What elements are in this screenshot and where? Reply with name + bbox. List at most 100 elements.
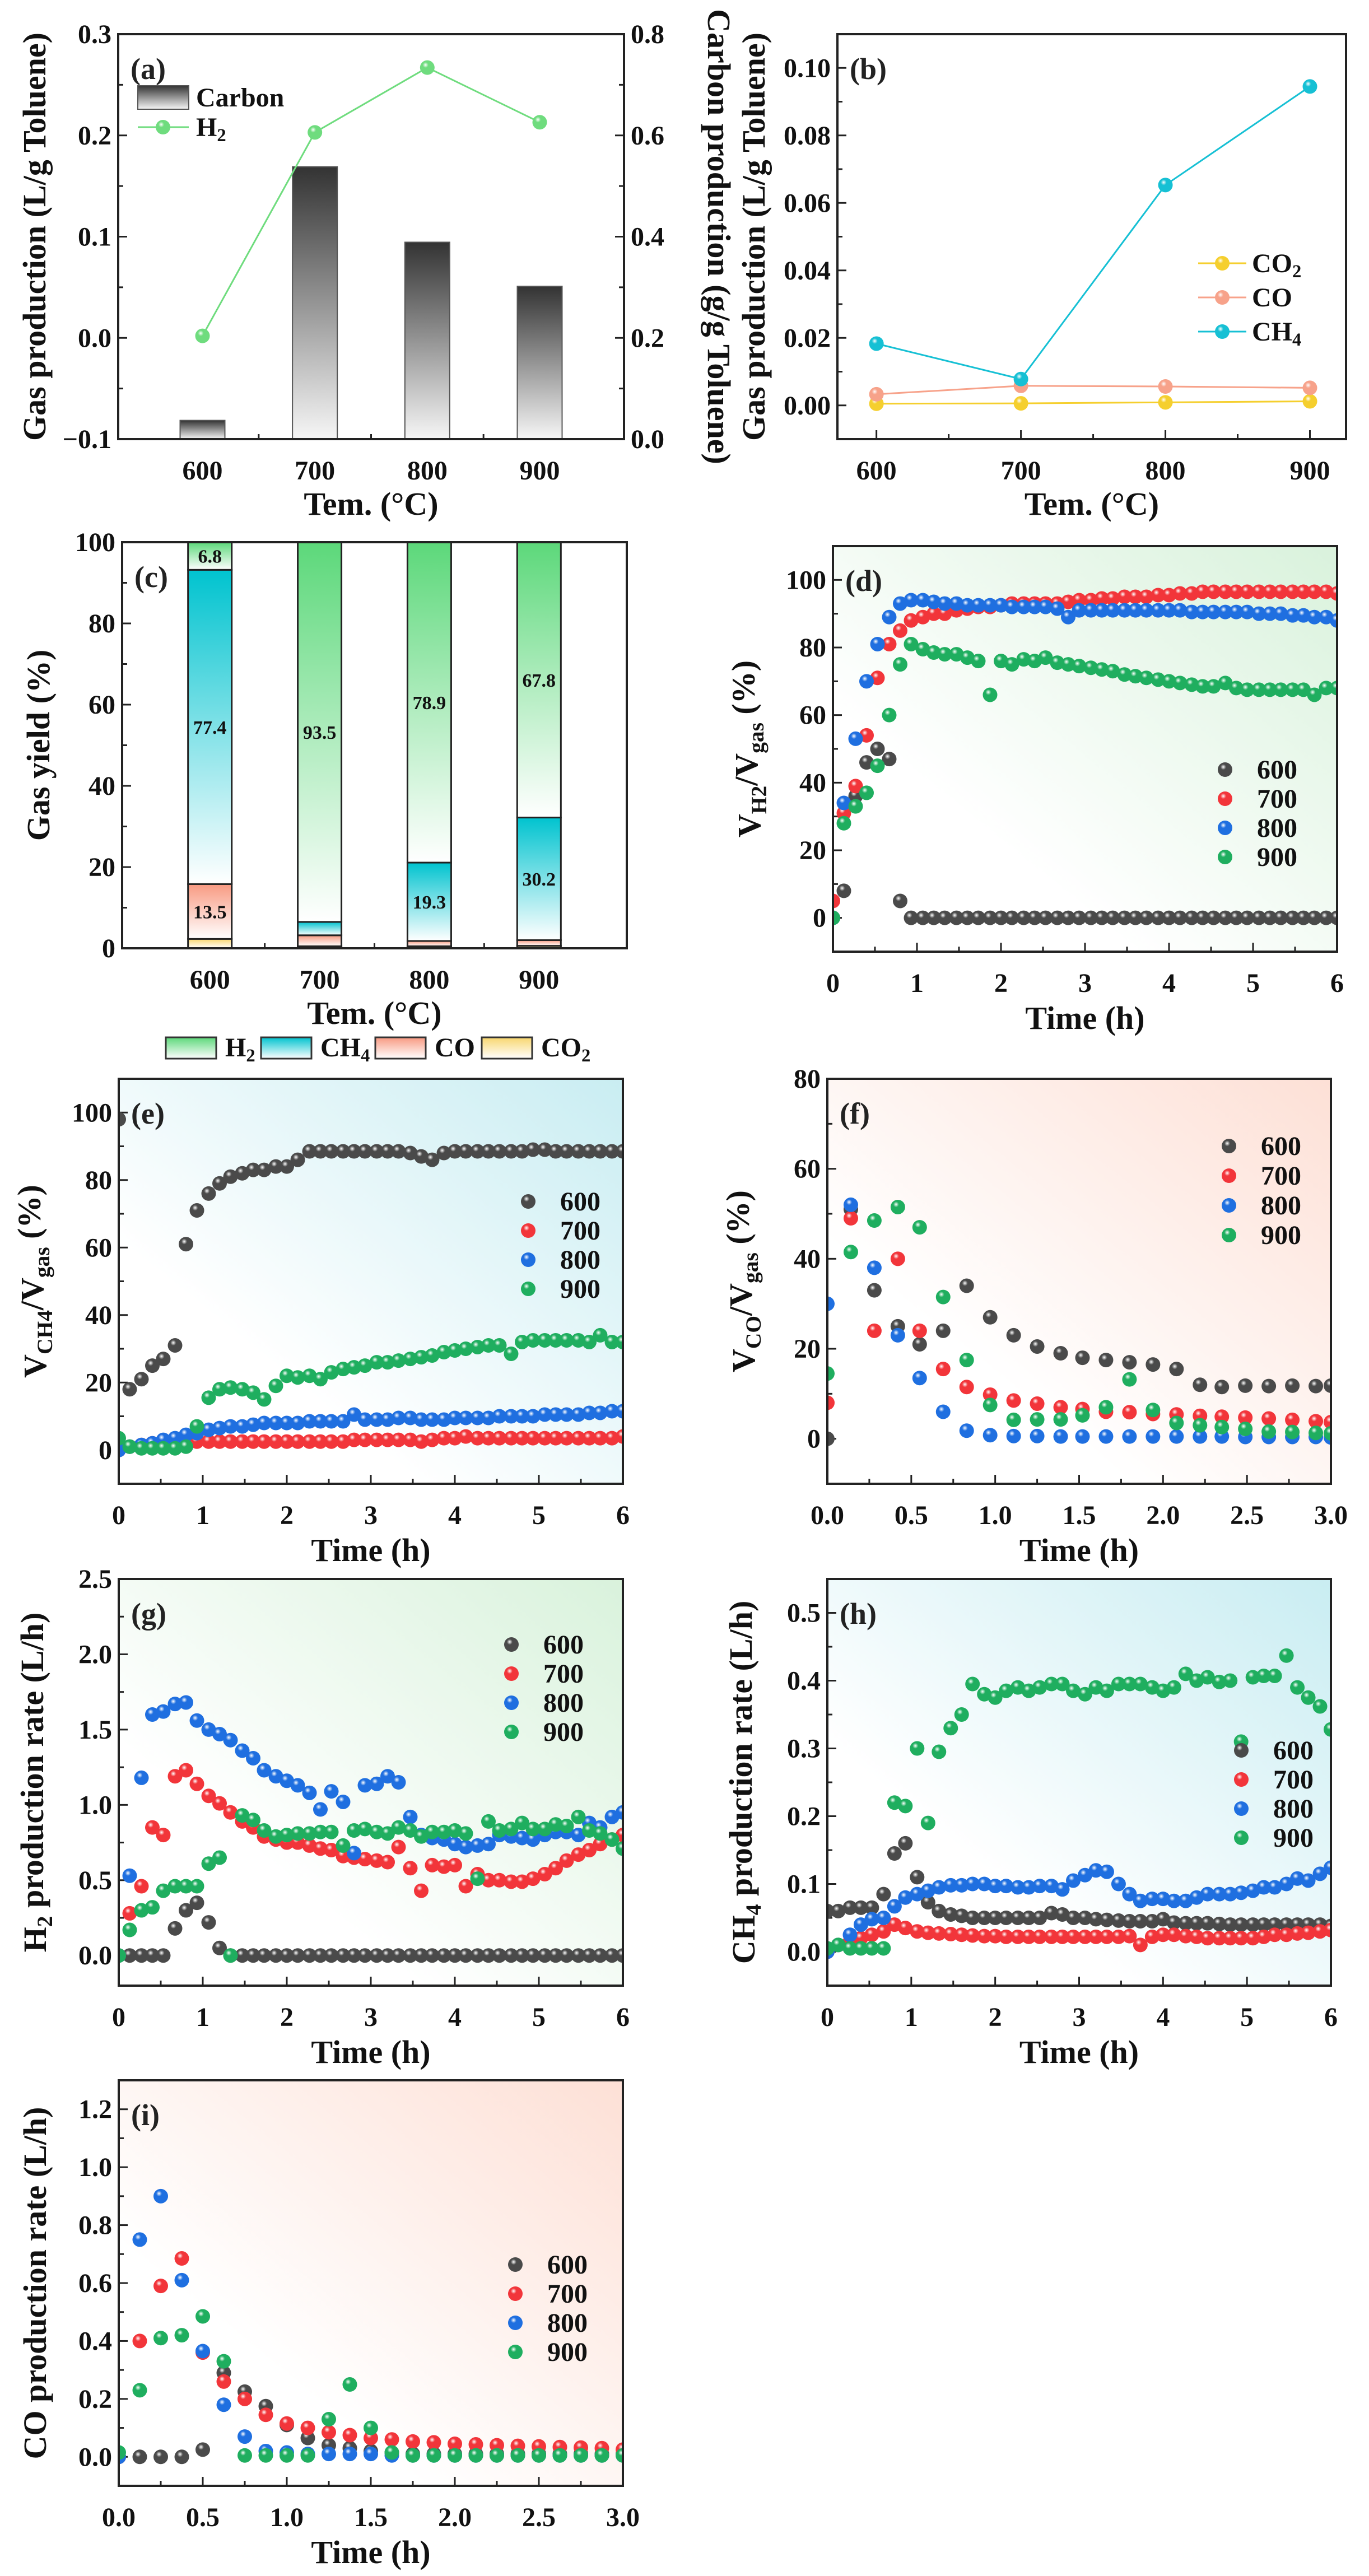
point-700 [481,1872,496,1888]
point-600 [290,1152,305,1167]
point-700 [238,2391,252,2406]
x-tick-label: 2 [280,1501,294,1530]
marker-co [1302,380,1317,395]
point-900 [257,1823,272,1838]
panel-a: 600 700 800 900 −0.1 0.0 0.1 0.2 0.3 0.0 0.2 0.4 0.6… [16,9,737,522]
bar-segment-co [187,883,233,940]
point-700 [582,1843,597,1857]
point-900 [369,1355,384,1370]
point-900 [1027,654,1042,669]
point-600 [481,1948,496,1963]
point-600 [1166,1915,1181,1930]
y-tick-label: 1.0 [78,2153,112,2182]
x-tick-label: 3 [364,1501,378,1530]
point-700 [559,1431,574,1446]
point-900 [492,1338,507,1353]
point-900 [448,2448,462,2463]
x-tick-label: 2.5 [522,2503,556,2532]
point-600 [1111,1913,1126,1928]
point-600 [960,910,975,925]
legend-marker [504,1695,519,1710]
x-tick-label: 1 [196,2002,209,2032]
point-800 [369,1776,384,1791]
y-axis-title: H2 production rate (L/h) [14,1613,57,1953]
point-600 [864,1900,879,1915]
point-600 [876,1886,891,1902]
point-900 [119,1948,126,1963]
x-tick-label: 4 [448,2002,462,2032]
point-800 [898,1890,913,1905]
point-800 [1256,1880,1272,1895]
point-600 [1238,1378,1253,1393]
point-700 [235,1434,250,1449]
point-600 [1319,910,1334,925]
point-600 [1032,1911,1047,1925]
point-800 [904,593,919,608]
point-600 [268,1159,283,1174]
point-600 [1309,1378,1324,1394]
point-900 [1312,1699,1328,1714]
legend-marker [1234,1772,1249,1787]
point-600 [1285,910,1300,925]
point-900 [510,2448,525,2463]
point-800 [403,1809,418,1824]
point-600 [1169,1362,1184,1377]
point-700 [391,1839,406,1855]
point-600 [195,2442,210,2457]
point-600 [290,1948,305,1963]
point-600 [1098,1353,1114,1368]
point-600 [1218,910,1233,925]
point-800 [1301,1873,1316,1888]
y-tick-label: 0.02 [784,323,831,353]
x-tick-label: 2.0 [438,2503,472,2532]
point-900 [864,1941,879,1956]
y-tick-label: 0.4 [787,1666,821,1696]
point-800 [342,2447,357,2462]
point-800 [515,1409,529,1424]
point-700 [988,1928,1003,1944]
bar-segment-ch4 [516,817,562,942]
y-tick-label: 60 [794,1154,821,1184]
legend-label: H2 [196,113,226,146]
legend-marker [1218,821,1232,835]
point-800 [893,596,907,611]
point-600 [145,1358,160,1373]
point-900 [167,1441,183,1456]
point-700 [836,805,851,821]
x-tick-label: 2.0 [1146,1501,1180,1530]
point-900 [153,2331,168,2346]
point-900 [876,1941,891,1956]
point-700 [582,1431,597,1446]
point-600 [156,1352,171,1367]
point-800 [156,1704,171,1719]
point-600 [179,1903,193,1918]
point-900 [1285,1424,1300,1440]
point-700 [302,1434,317,1449]
point-900 [1251,682,1266,697]
point-600 [1004,910,1019,925]
point-800 [212,1420,227,1436]
panel-i: 0.0 0.5 1.0 1.5 2.0 2.5 3.0 0.0 0.2 0.4 0.6 0.8 1.0 1… [17,2079,640,2570]
plot-marks [187,542,562,948]
point-800 [548,1407,563,1422]
point-800 [988,1879,1003,1894]
point-900 [246,1813,260,1828]
point-600 [882,752,897,767]
legend-marker [1222,1139,1236,1153]
point-700 [492,1431,507,1446]
point-600 [1088,1912,1103,1927]
point-700 [357,1432,372,1447]
y-tick-label: 0.2 [787,1802,821,1832]
point-600 [1178,1916,1193,1931]
point-900 [235,1808,250,1823]
point-700 [1261,1411,1277,1426]
x-tick-label: 3 [1078,968,1092,998]
y-tick-label: 0.0 [787,1937,821,1967]
point-900 [1229,681,1244,696]
point-900 [1105,664,1120,679]
point-800 [223,1419,238,1434]
point-900 [458,1826,473,1841]
point-800 [604,1404,620,1419]
point-800 [1146,1429,1161,1444]
